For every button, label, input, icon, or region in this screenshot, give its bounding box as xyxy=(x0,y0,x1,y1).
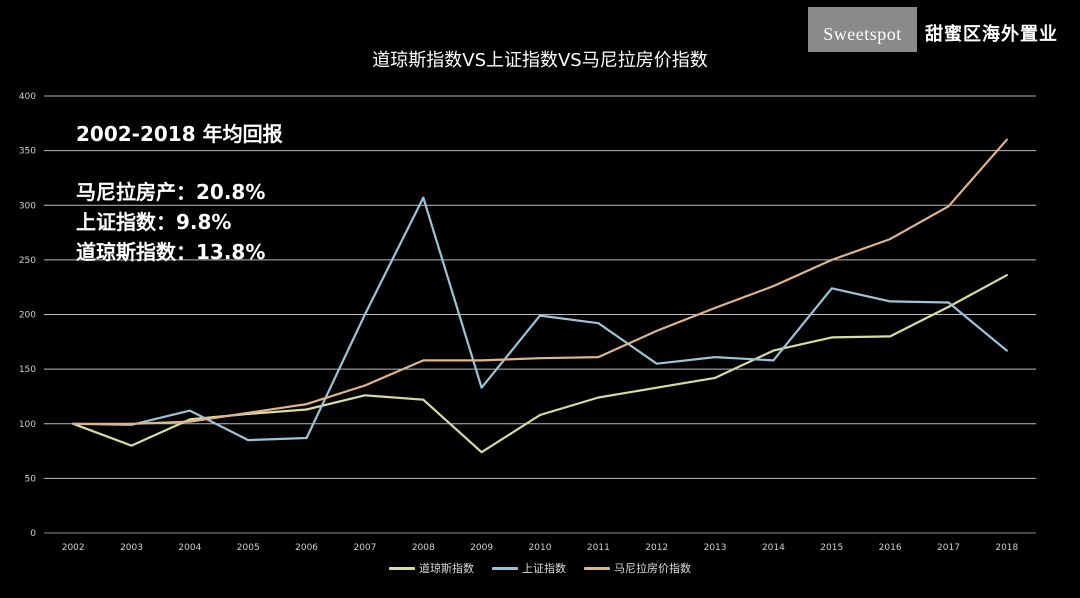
legend-item-shanghai: 上证指数 xyxy=(492,560,566,576)
x-tick-label: 2010 xyxy=(529,543,552,553)
series-line-manila xyxy=(72,138,1008,425)
y-tick-label: 50 xyxy=(25,474,37,484)
legend-item-dow: 道琼斯指数 xyxy=(389,560,474,576)
x-axis-tick-labels: 2002 2003 2004 2005 2006 2007 2008 2009 2010 2011… xyxy=(62,543,1019,553)
x-tick-label: 2008 xyxy=(412,543,435,553)
sweetspot-logo-text: Sweetspot xyxy=(823,24,902,44)
x-tick-label: 2005 xyxy=(237,543,260,553)
x-tick-label: 2014 xyxy=(762,543,785,553)
legend-label-manila: 马尼拉房价指数 xyxy=(614,562,691,575)
annotation-manila-return: 马尼拉房产：20.8% xyxy=(76,180,266,204)
series-line-shanghai xyxy=(72,196,1008,442)
y-tick-label: 150 xyxy=(19,365,36,375)
y-tick-label: 250 xyxy=(19,256,36,266)
x-tick-label: 2011 xyxy=(587,543,610,553)
legend-label-dow: 道琼斯指数 xyxy=(419,562,474,575)
sweetspot-logo: Sweetspot xyxy=(808,7,917,52)
x-tick-label: 2004 xyxy=(178,543,201,553)
chart-title: 道琼斯指数VS上证指数VS马尼拉房价指数 xyxy=(372,50,708,71)
x-tick-label: 2013 xyxy=(704,543,727,553)
y-tick-label: 0 xyxy=(30,529,36,539)
x-tick-label: 2009 xyxy=(470,543,493,553)
y-tick-label: 400 xyxy=(19,92,36,102)
legend-swatch-dow xyxy=(389,566,415,570)
x-tick-label: 2002 xyxy=(62,543,85,553)
x-tick-label: 2015 xyxy=(820,543,843,553)
brand-name-cn: 甜蜜区海外置业 xyxy=(925,24,1058,45)
series-lines xyxy=(72,138,1008,454)
x-tick-label: 2012 xyxy=(645,543,668,553)
x-tick-label: 2017 xyxy=(937,543,960,553)
legend-label-shanghai: 上证指数 xyxy=(522,562,566,575)
y-tick-label: 350 xyxy=(19,147,36,157)
legend-swatch-manila xyxy=(584,566,610,570)
annotation-shanghai-return: 上证指数：9.8% xyxy=(76,210,232,234)
y-tick-label: 100 xyxy=(19,420,36,430)
y-axis-tick-labels: 0 50 100 150 200 250 300 350 400 xyxy=(19,92,36,539)
annotation-dow-return: 道琼斯指数：13.8% xyxy=(76,240,266,264)
x-tick-label: 2018 xyxy=(995,543,1018,553)
x-tick-label: 2016 xyxy=(879,543,902,553)
y-tick-label: 200 xyxy=(19,311,36,321)
y-tick-label: 300 xyxy=(19,201,36,211)
legend-item-manila: 马尼拉房价指数 xyxy=(584,560,691,576)
x-tick-label: 2003 xyxy=(120,543,143,553)
x-tick-label: 2007 xyxy=(353,543,376,553)
legend-swatch-shanghai xyxy=(492,566,518,570)
grid-lines xyxy=(44,95,1036,534)
series-line-dow xyxy=(72,274,1008,454)
chart-legend: 道琼斯指数 上证指数 马尼拉房价指数 xyxy=(0,560,1080,576)
x-tick-label: 2006 xyxy=(295,543,318,553)
annotation-heading: 2002-2018 年均回报 xyxy=(76,122,283,146)
